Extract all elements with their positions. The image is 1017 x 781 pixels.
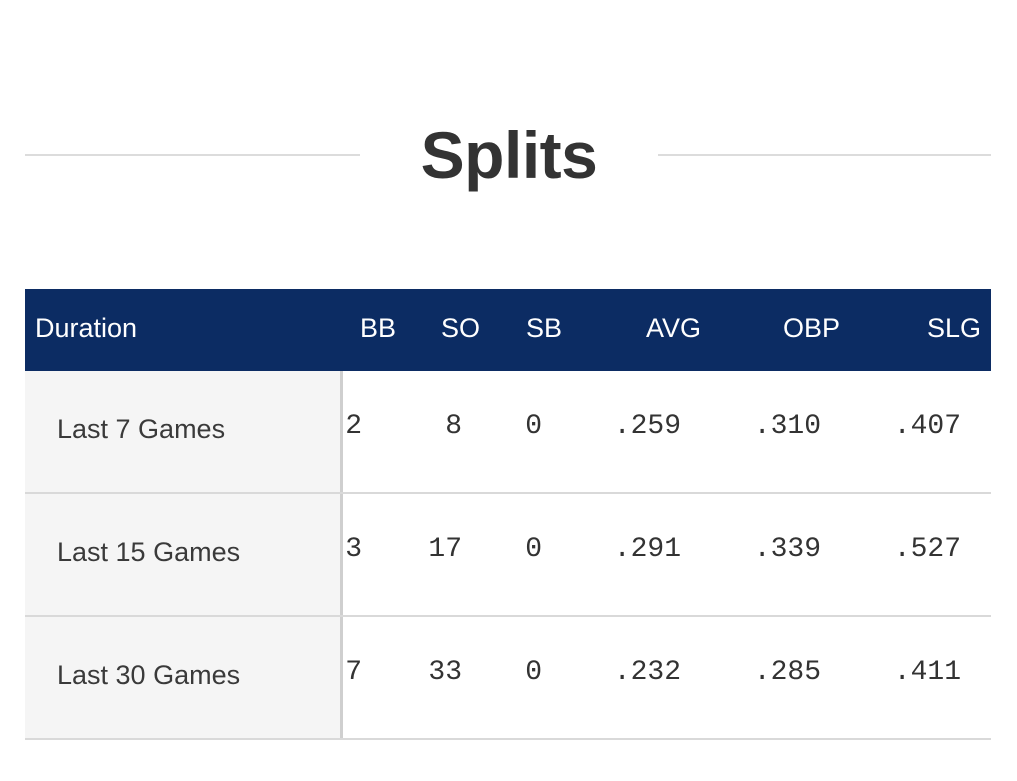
row-label: Last 15 Games bbox=[57, 537, 241, 567]
header-sb[interactable]: SB bbox=[525, 313, 562, 343]
row-label-cell: Last 30 Games bbox=[25, 617, 343, 738]
header-avg[interactable]: AVG bbox=[645, 313, 701, 343]
row-label-cell: Last 15 Games bbox=[25, 494, 343, 615]
page-title: Splits bbox=[420, 118, 598, 192]
header-so[interactable]: SO bbox=[440, 313, 480, 343]
title-rule-left bbox=[25, 154, 360, 156]
cell-sb: 0 bbox=[525, 657, 542, 688]
splits-table[interactable]: Duration BB SO SB AVG OBP SLG 2 8 0 .259… bbox=[25, 289, 991, 740]
header-slg[interactable]: SLG bbox=[926, 313, 981, 343]
cell-slg: .411 bbox=[893, 657, 961, 688]
header-bb-clip: BB bbox=[340, 289, 400, 371]
header-duration[interactable]: Duration bbox=[35, 313, 138, 343]
cell-so: 33 bbox=[428, 657, 462, 688]
cell-avg: .232 bbox=[613, 657, 681, 688]
cell-so: 8 bbox=[445, 411, 462, 442]
table-row: 2 8 0 .259 .310 .407 Last 7 Games bbox=[25, 371, 991, 494]
row-label: Last 7 Games bbox=[57, 414, 226, 444]
cell-bb: 2 bbox=[345, 411, 362, 442]
bb-clip: 7 bbox=[340, 617, 390, 738]
cell-avg: .259 bbox=[613, 411, 681, 442]
cell-obp: .285 bbox=[753, 657, 821, 688]
cell-bb: 3 bbox=[345, 534, 362, 565]
title-rule-right bbox=[658, 154, 991, 156]
section-title-bar: Splits bbox=[0, 110, 1017, 200]
table-row: 7 33 0 .232 .285 .411 Last 30 Games bbox=[25, 617, 991, 740]
bb-clip: 2 bbox=[340, 371, 390, 492]
cell-bb: 7 bbox=[345, 657, 362, 688]
cell-slg: .407 bbox=[893, 411, 961, 442]
cell-slg: .527 bbox=[893, 534, 961, 565]
table-header: Duration BB SO SB AVG OBP SLG bbox=[25, 289, 991, 371]
table-row: 3 17 0 .291 .339 .527 Last 15 Games bbox=[25, 494, 991, 617]
cell-sb: 0 bbox=[525, 534, 542, 565]
row-label-cell: Last 7 Games bbox=[25, 371, 343, 492]
header-obp[interactable]: OBP bbox=[782, 313, 840, 343]
row-label: Last 30 Games bbox=[57, 660, 241, 690]
cell-obp: .310 bbox=[753, 411, 821, 442]
cell-sb: 0 bbox=[525, 411, 542, 442]
cell-avg: .291 bbox=[613, 534, 681, 565]
cell-obp: .339 bbox=[753, 534, 821, 565]
cell-so: 17 bbox=[428, 534, 462, 565]
header-bb[interactable]: BB bbox=[359, 313, 396, 343]
bb-clip: 3 bbox=[340, 494, 390, 615]
